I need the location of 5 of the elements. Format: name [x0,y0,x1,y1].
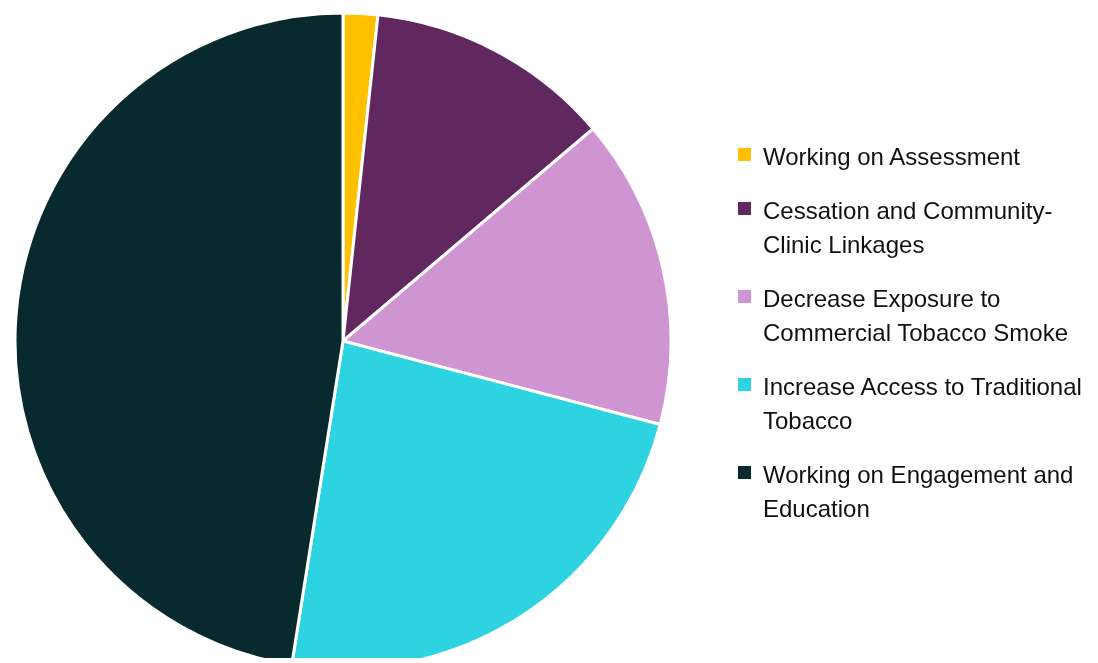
legend-label: Increase Access to Traditional Tobacco [763,372,1083,436]
legend-label: Decrease Exposure to Commercial Tobacco Smoke [763,284,1069,348]
legend-label: Working on Assessment [763,142,1021,172]
legend-label: Cessation and Community-Clinic Linkages [763,196,1054,260]
legend-label: Working on Engagement and Education [763,460,1075,524]
